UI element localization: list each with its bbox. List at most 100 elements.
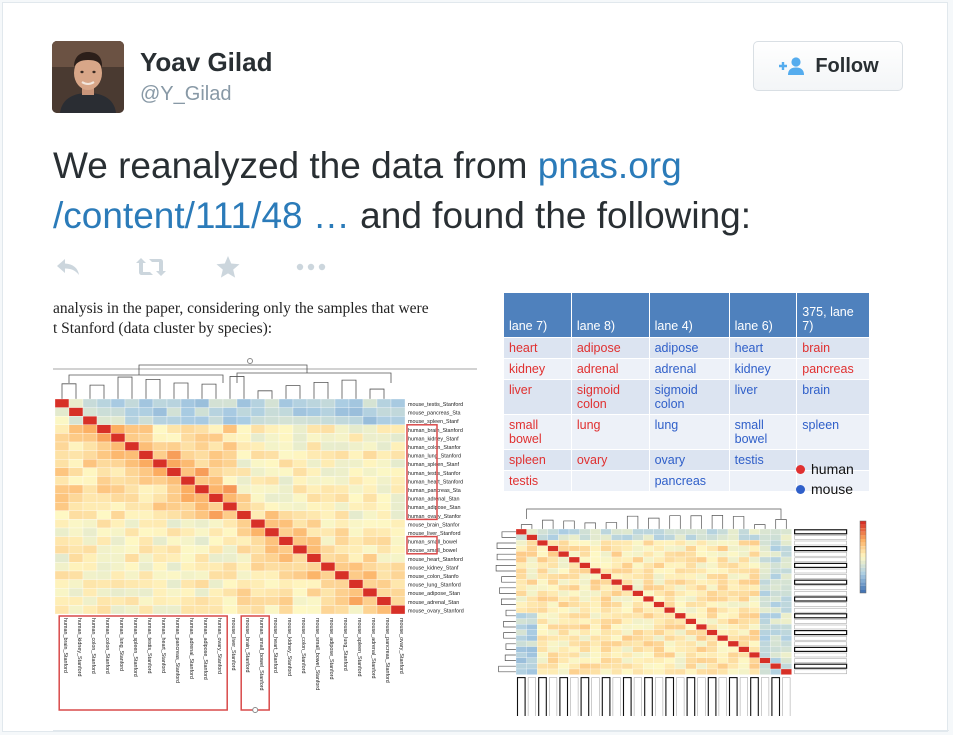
heatmap-cell bbox=[68, 484, 84, 494]
heatmap-cell bbox=[611, 601, 623, 608]
heatmap-cell bbox=[579, 668, 591, 675]
heatmap-cell bbox=[696, 579, 707, 586]
media-image-left[interactable]: analysis in the paper, considering only … bbox=[53, 293, 477, 713]
more-button[interactable] bbox=[295, 253, 375, 281]
heatmap-cell bbox=[278, 536, 294, 546]
heatmap-cell bbox=[236, 570, 252, 580]
heatmap-cell bbox=[222, 588, 238, 597]
tissue-table-cell: small bowel bbox=[729, 414, 798, 450]
avatar-photo-icon bbox=[52, 41, 124, 113]
heatmap-cell bbox=[632, 601, 644, 608]
avatar[interactable] bbox=[52, 41, 124, 113]
tissue-table-row: heart adipose adipose heart brain bbox=[504, 337, 870, 359]
heatmap-cell bbox=[138, 562, 154, 572]
heatmap-cell bbox=[166, 553, 182, 563]
tissue-table-cell: small bowel bbox=[504, 414, 572, 450]
tissue-table-cell: kidney bbox=[729, 358, 798, 380]
heatmap-cell bbox=[759, 612, 771, 619]
heatmap-cell bbox=[621, 624, 633, 630]
favorite-button[interactable] bbox=[215, 253, 295, 281]
heatmap-cell bbox=[611, 668, 623, 675]
heatmap-cell bbox=[194, 450, 210, 460]
follow-button[interactable]: Follow bbox=[753, 41, 903, 91]
heatmap-cell bbox=[558, 668, 570, 675]
heatmap-cell bbox=[334, 596, 350, 606]
heatmap-cell bbox=[717, 618, 729, 625]
heatmap-cell bbox=[749, 568, 760, 574]
heatmap-left-cells bbox=[54, 398, 406, 615]
retweet-button[interactable] bbox=[135, 253, 215, 281]
heatmap-cell bbox=[292, 476, 308, 486]
heatmap-cell bbox=[621, 668, 633, 675]
dendrogram-handle bbox=[247, 358, 253, 364]
heatmap-cell bbox=[526, 618, 538, 625]
heatmap-cell bbox=[579, 568, 591, 574]
heatmap-cell bbox=[643, 534, 654, 541]
heatmap-cell bbox=[292, 416, 308, 425]
heatmap-cell bbox=[759, 640, 771, 647]
heatmap-cell bbox=[664, 551, 676, 558]
heatmap-cell bbox=[152, 596, 168, 606]
heatmap-cell bbox=[685, 663, 697, 670]
heatmap-cell bbox=[706, 618, 718, 625]
heatmap-cell bbox=[780, 540, 792, 546]
heatmap-col-label: mouse_spleen_Stanford bbox=[356, 618, 362, 676]
heatmap-cell bbox=[194, 493, 210, 503]
heatmap-cell bbox=[54, 527, 70, 537]
heatmap-cell bbox=[547, 657, 559, 664]
heatmap-cell bbox=[152, 459, 168, 468]
reply-button[interactable] bbox=[55, 253, 135, 281]
heatmap-cell bbox=[685, 584, 697, 591]
heatmap-cell bbox=[770, 652, 782, 658]
heatmap-cell bbox=[727, 584, 739, 591]
heatmap-cell bbox=[568, 596, 580, 602]
heatmap-row-label-box bbox=[794, 630, 848, 636]
heatmap-cell bbox=[590, 635, 601, 642]
heatmap-cell bbox=[526, 607, 538, 614]
heatmap-cell bbox=[621, 556, 633, 563]
heatmap-cell bbox=[110, 605, 126, 615]
heatmap-cell bbox=[152, 536, 168, 546]
heatmap-cell bbox=[54, 562, 70, 572]
dendrogram-branch bbox=[257, 390, 273, 399]
media-image-right[interactable]: lane 7) lane 8) lane 4) lane 6) 375, lane 7)… bbox=[486, 293, 883, 716]
heatmap-cell bbox=[390, 579, 406, 589]
heatmap-cell bbox=[348, 502, 364, 511]
heatmap-cell bbox=[362, 433, 378, 443]
heatmap-cell bbox=[390, 605, 406, 615]
follow-user-icon bbox=[779, 57, 805, 75]
heatmap-cell bbox=[749, 556, 760, 563]
heatmap-cell bbox=[306, 484, 322, 494]
heatmap-col-label-box bbox=[591, 677, 600, 716]
tweet-link[interactable]: pnas.org/content/111/48 … bbox=[53, 145, 682, 236]
heatmap-cell bbox=[278, 459, 294, 468]
heatmap-cell bbox=[674, 663, 686, 670]
heatmap-cell bbox=[334, 536, 350, 546]
heatmap-cell bbox=[390, 570, 406, 580]
heatmap-cell bbox=[653, 596, 665, 602]
heatmap-cell bbox=[653, 657, 665, 664]
heatmap-cell bbox=[770, 640, 782, 647]
heatmap-cell bbox=[515, 596, 527, 602]
heatmap-col-label-box bbox=[686, 677, 696, 716]
heatmap-cell bbox=[621, 551, 633, 558]
heatmap-cell bbox=[348, 450, 364, 460]
heatmap-cell bbox=[376, 398, 392, 408]
heatmap-cell bbox=[547, 551, 559, 558]
heatmap-cell bbox=[306, 545, 322, 554]
heatmap-cell bbox=[759, 629, 771, 636]
heatmap-cell bbox=[685, 652, 697, 658]
heatmap-cell bbox=[696, 540, 707, 546]
dendrogram-branch bbox=[690, 515, 702, 529]
heatmap-cell bbox=[738, 607, 750, 614]
heatmap-cell bbox=[621, 573, 633, 580]
user-handle[interactable]: @Y_Gilad bbox=[140, 83, 232, 105]
heatmap-cell bbox=[674, 584, 686, 591]
heatmap-cell bbox=[653, 601, 665, 608]
legend-item-human: human bbox=[796, 459, 854, 479]
heatmap-cell bbox=[138, 527, 154, 537]
heatmap-cell bbox=[152, 407, 168, 417]
heatmap-cell bbox=[180, 553, 196, 563]
user-name[interactable]: Yoav Gilad bbox=[140, 47, 273, 77]
heatmap-cell bbox=[759, 618, 771, 625]
